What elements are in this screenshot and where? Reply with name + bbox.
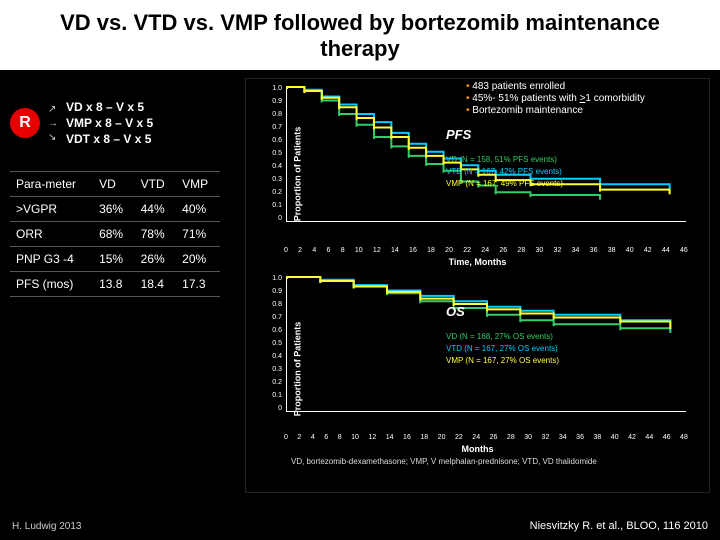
pfs-xlabel: Time, Months bbox=[449, 257, 507, 267]
slide-title: VD vs. VTD vs. VMP followed by bortezomi… bbox=[0, 0, 720, 70]
table-row: ORR68%78%71% bbox=[10, 222, 220, 247]
os-legend: VD (N = 168, 27% OS events)VTD (N = 167,… bbox=[446, 331, 559, 368]
legend-item: VMP (N = 167, 49% PFS events) bbox=[446, 178, 563, 189]
legend-item: VD (N = 158, 51% PFS events) bbox=[446, 154, 563, 165]
table-header: VD bbox=[93, 172, 135, 197]
results-table: Para-meterVDVTDVMP >VGPR36%44%40%ORR68%7… bbox=[10, 171, 220, 297]
legend-item: VMP (N = 167, 27% OS events) bbox=[446, 355, 559, 366]
os-title: OS bbox=[446, 304, 465, 319]
arm-vmp: VMP x 8 – V x 5 bbox=[66, 116, 153, 130]
study-arms: VD x 8 – V x 5 VMP x 8 – V x 5 VDT x 8 –… bbox=[66, 100, 153, 146]
pfs-yticks: 1.00.90.80.70.60.50.40.30.20.10 bbox=[264, 85, 282, 222]
table-row: PNP G3 -415%26%20% bbox=[10, 247, 220, 272]
left-column: R ↗→↘ VD x 8 – V x 5 VMP x 8 – V x 5 VDT… bbox=[10, 100, 235, 297]
os-xticks: 0246810121416182022242628303234363840424… bbox=[284, 434, 688, 441]
content-area: R ↗→↘ VD x 8 – V x 5 VMP x 8 – V x 5 VDT… bbox=[0, 70, 720, 520]
pfs-legend: VD (N = 158, 51% PFS events)VTD (N = 167… bbox=[446, 154, 563, 191]
pfs-xticks: 0246810121416182022242628303234363840424… bbox=[284, 247, 688, 254]
legend-item: VD (N = 168, 27% OS events) bbox=[446, 331, 559, 342]
footer-citation: Niesvitzky R. et al., BLOO, 116 2010 bbox=[530, 520, 708, 532]
arm-vdt: VDT x 8 – V x 5 bbox=[66, 132, 153, 146]
footer-author: H. Ludwig 2013 bbox=[12, 521, 82, 532]
table-row: PFS (mos)13.818.417.3 bbox=[10, 272, 220, 297]
table-header: VTD bbox=[135, 172, 177, 197]
legend-item: VTD (N = 167, 42% PFS events) bbox=[446, 166, 563, 177]
table-header: Para-meter bbox=[10, 172, 93, 197]
os-yticks: 1.00.90.80.70.60.50.40.30.20.10 bbox=[264, 275, 282, 412]
charts-panel: 483 patients enrolled45%- 51% patients w… bbox=[245, 78, 710, 493]
os-chart: Proportion of Patients 1.00.90.80.70.60.… bbox=[246, 269, 709, 469]
table-header: VMP bbox=[176, 172, 220, 197]
arrow-group: ↗→↘ bbox=[48, 104, 58, 143]
table-row: >VGPR36%44%40% bbox=[10, 197, 220, 222]
legend-item: VTD (N = 167, 27% OS events) bbox=[446, 343, 559, 354]
os-xlabel: Months bbox=[462, 444, 494, 454]
randomization-block: R ↗→↘ VD x 8 – V x 5 VMP x 8 – V x 5 VDT… bbox=[10, 100, 235, 146]
chart-footnote: VD, bortezomib-dexamethasone; VMP, V mel… bbox=[291, 457, 597, 466]
arm-vd: VD x 8 – V x 5 bbox=[66, 100, 153, 114]
pfs-chart: 483 patients enrolled45%- 51% patients w… bbox=[246, 79, 709, 269]
pfs-title: PFS bbox=[446, 127, 471, 142]
randomize-icon: R bbox=[10, 108, 40, 138]
